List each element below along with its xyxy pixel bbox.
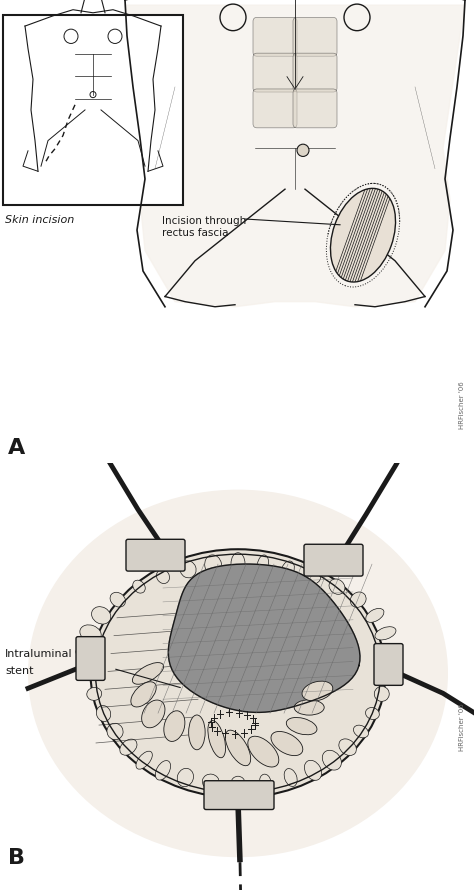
Ellipse shape bbox=[76, 646, 97, 659]
Ellipse shape bbox=[305, 570, 320, 584]
Text: stent: stent bbox=[5, 667, 34, 676]
Ellipse shape bbox=[284, 769, 297, 787]
FancyBboxPatch shape bbox=[204, 781, 274, 810]
Ellipse shape bbox=[231, 776, 245, 790]
Ellipse shape bbox=[339, 739, 356, 756]
Ellipse shape bbox=[294, 700, 324, 715]
Bar bbox=[3, 15, 183, 205]
Text: Intraluminal: Intraluminal bbox=[5, 649, 73, 659]
Ellipse shape bbox=[329, 579, 345, 595]
FancyBboxPatch shape bbox=[126, 539, 185, 571]
Ellipse shape bbox=[366, 609, 384, 622]
Ellipse shape bbox=[354, 725, 368, 738]
Ellipse shape bbox=[302, 681, 333, 701]
Ellipse shape bbox=[379, 645, 400, 660]
Ellipse shape bbox=[87, 687, 101, 700]
Ellipse shape bbox=[205, 554, 222, 575]
FancyBboxPatch shape bbox=[304, 545, 363, 576]
Ellipse shape bbox=[189, 715, 205, 749]
Ellipse shape bbox=[208, 721, 226, 757]
Text: HRFischer '06: HRFischer '06 bbox=[459, 382, 465, 430]
Ellipse shape bbox=[80, 625, 101, 642]
Ellipse shape bbox=[155, 761, 171, 780]
Ellipse shape bbox=[142, 700, 165, 728]
FancyBboxPatch shape bbox=[253, 53, 297, 92]
Ellipse shape bbox=[91, 549, 385, 797]
Ellipse shape bbox=[133, 580, 145, 593]
Ellipse shape bbox=[350, 592, 366, 607]
Ellipse shape bbox=[304, 760, 321, 781]
Ellipse shape bbox=[365, 708, 379, 719]
Text: A: A bbox=[8, 438, 25, 458]
FancyBboxPatch shape bbox=[253, 18, 297, 56]
Ellipse shape bbox=[136, 751, 152, 769]
Ellipse shape bbox=[96, 706, 111, 722]
Ellipse shape bbox=[132, 662, 164, 684]
Ellipse shape bbox=[107, 724, 123, 740]
Ellipse shape bbox=[330, 189, 395, 282]
Polygon shape bbox=[125, 5, 465, 307]
Ellipse shape bbox=[231, 553, 245, 575]
Ellipse shape bbox=[260, 774, 271, 789]
Ellipse shape bbox=[282, 561, 294, 578]
Ellipse shape bbox=[248, 736, 279, 767]
FancyBboxPatch shape bbox=[76, 636, 105, 680]
Ellipse shape bbox=[375, 627, 396, 640]
Ellipse shape bbox=[322, 750, 341, 770]
Ellipse shape bbox=[156, 570, 170, 584]
Ellipse shape bbox=[379, 665, 397, 682]
Text: Incision through
rectus fascia: Incision through rectus fascia bbox=[162, 216, 246, 238]
Polygon shape bbox=[168, 564, 360, 712]
Circle shape bbox=[297, 144, 309, 157]
Text: B: B bbox=[8, 848, 25, 868]
Ellipse shape bbox=[180, 561, 196, 578]
Ellipse shape bbox=[177, 768, 193, 787]
Ellipse shape bbox=[257, 555, 269, 575]
Text: HRFischer '06: HRFischer '06 bbox=[459, 703, 465, 751]
Text: Skin incision: Skin incision bbox=[5, 214, 74, 225]
Ellipse shape bbox=[131, 682, 156, 707]
Ellipse shape bbox=[271, 732, 303, 756]
Ellipse shape bbox=[28, 490, 448, 857]
FancyBboxPatch shape bbox=[374, 643, 403, 685]
Ellipse shape bbox=[225, 730, 251, 765]
Ellipse shape bbox=[110, 592, 126, 607]
Ellipse shape bbox=[164, 711, 185, 741]
FancyBboxPatch shape bbox=[253, 89, 297, 128]
FancyBboxPatch shape bbox=[293, 53, 337, 92]
Ellipse shape bbox=[202, 774, 219, 789]
FancyBboxPatch shape bbox=[293, 18, 337, 56]
Ellipse shape bbox=[91, 607, 111, 624]
Ellipse shape bbox=[374, 686, 389, 701]
Ellipse shape bbox=[120, 739, 137, 756]
Ellipse shape bbox=[286, 717, 317, 735]
Ellipse shape bbox=[79, 668, 97, 679]
FancyBboxPatch shape bbox=[293, 89, 337, 128]
